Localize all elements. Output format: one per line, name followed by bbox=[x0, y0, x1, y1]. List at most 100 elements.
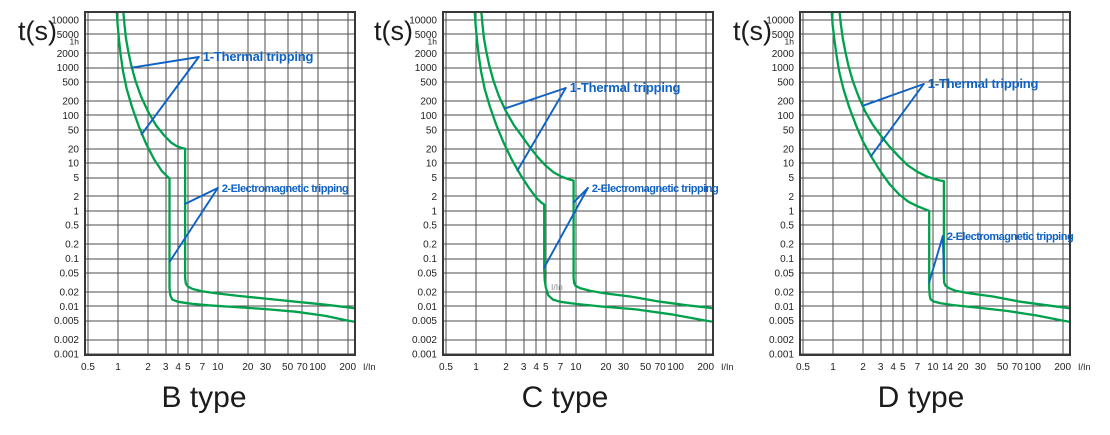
svg-text:2: 2 bbox=[860, 362, 866, 373]
svg-text:30: 30 bbox=[618, 362, 630, 373]
svg-text:500: 500 bbox=[420, 78, 437, 89]
chart-b-type: 1000050001h200010005002001005020105210.5… bbox=[18, 11, 376, 373]
svg-text:200: 200 bbox=[697, 362, 714, 373]
svg-text:0.5: 0.5 bbox=[423, 221, 437, 232]
svg-text:5000: 5000 bbox=[772, 30, 795, 41]
svg-text:10: 10 bbox=[570, 362, 582, 373]
electromagnetic-tripping-annotation: 2-Electromagnetic tripping bbox=[928, 231, 1074, 284]
svg-text:1: 1 bbox=[788, 206, 794, 217]
grid bbox=[800, 12, 1070, 355]
svg-text:1000: 1000 bbox=[415, 63, 438, 74]
svg-text:0.5: 0.5 bbox=[81, 362, 95, 373]
svg-text:1h: 1h bbox=[70, 37, 80, 47]
svg-text:0.002: 0.002 bbox=[412, 335, 437, 346]
svg-text:100: 100 bbox=[667, 362, 684, 373]
svg-text:0.02: 0.02 bbox=[775, 287, 795, 298]
annotation-leader-line bbox=[941, 235, 945, 274]
trip-curves bbox=[830, 13, 1069, 323]
svg-text:0.2: 0.2 bbox=[780, 240, 794, 251]
svg-text:0.01: 0.01 bbox=[775, 302, 795, 313]
annotation-leader-line bbox=[543, 187, 589, 269]
annotation-leader-line bbox=[516, 87, 567, 172]
chart-title-c: C type bbox=[521, 381, 609, 414]
annotation-leader-line bbox=[870, 83, 925, 158]
svg-text:200: 200 bbox=[420, 97, 437, 108]
svg-text:0.02: 0.02 bbox=[60, 287, 80, 298]
svg-text:1h: 1h bbox=[428, 37, 438, 47]
x-axis-unit-label: I/In bbox=[1078, 362, 1091, 372]
svg-text:50: 50 bbox=[282, 362, 294, 373]
x-tick-labels: 0.5 1 2 3 4 5 7 10 14 20 30 50 70 100 200 bbox=[796, 362, 1071, 373]
x-axis-unit-label: I/In bbox=[363, 362, 376, 372]
svg-text:4: 4 bbox=[175, 362, 181, 373]
svg-text:100: 100 bbox=[62, 111, 79, 122]
trip-curves bbox=[473, 13, 712, 323]
svg-text:0.001: 0.001 bbox=[54, 349, 79, 360]
svg-text:0.005: 0.005 bbox=[54, 316, 79, 327]
svg-text:100: 100 bbox=[1024, 362, 1041, 373]
electromagnetic-tripping-annotation: 2-Electromagnetic tripping bbox=[168, 183, 349, 263]
thermal-tripping-annotation: 1-Thermal tripping bbox=[504, 80, 681, 172]
svg-text:0.2: 0.2 bbox=[65, 240, 79, 251]
annotation-leader-line bbox=[184, 187, 219, 205]
svg-text:4: 4 bbox=[533, 362, 539, 373]
svg-text:2: 2 bbox=[503, 362, 509, 373]
annotation-label: 1-Thermal tripping bbox=[928, 76, 1039, 91]
svg-text:70: 70 bbox=[655, 362, 667, 373]
svg-text:100: 100 bbox=[420, 111, 437, 122]
annotation-leader-line bbox=[140, 56, 200, 136]
svg-text:10000: 10000 bbox=[51, 16, 79, 27]
annotation-label: 1-Thermal tripping bbox=[203, 49, 314, 64]
chart-title-d: D type bbox=[877, 381, 965, 414]
svg-text:70: 70 bbox=[1012, 362, 1024, 373]
chart-d-type: 1000050001h200010005002001005020105210.5… bbox=[733, 11, 1091, 373]
svg-text:10: 10 bbox=[212, 362, 224, 373]
svg-text:2: 2 bbox=[431, 192, 437, 203]
svg-text:0.02: 0.02 bbox=[418, 287, 438, 298]
annotation-label: 2-Electromagnetic tripping bbox=[592, 183, 718, 195]
chart-title-b: B type bbox=[161, 381, 247, 414]
y-axis-unit-label: t(s) bbox=[374, 16, 413, 46]
svg-text:0.5: 0.5 bbox=[439, 362, 453, 373]
svg-text:20: 20 bbox=[957, 362, 969, 373]
svg-text:30: 30 bbox=[260, 362, 272, 373]
svg-text:0.01: 0.01 bbox=[60, 302, 80, 313]
svg-text:200: 200 bbox=[1054, 362, 1071, 373]
annotation-label: 1-Thermal tripping bbox=[570, 80, 681, 95]
svg-text:20: 20 bbox=[426, 144, 438, 155]
svg-text:30: 30 bbox=[975, 362, 987, 373]
svg-text:2: 2 bbox=[145, 362, 151, 373]
annotation-leader-line bbox=[168, 187, 219, 263]
svg-text:0.5: 0.5 bbox=[796, 362, 810, 373]
svg-text:1: 1 bbox=[830, 362, 836, 373]
svg-text:1000: 1000 bbox=[772, 63, 795, 74]
svg-text:1: 1 bbox=[431, 206, 437, 217]
plot-frame bbox=[442, 11, 714, 356]
svg-text:10: 10 bbox=[68, 159, 80, 170]
svg-text:10000: 10000 bbox=[766, 16, 794, 27]
inner-axis-unit-label: I/In bbox=[551, 282, 563, 292]
svg-text:0.1: 0.1 bbox=[423, 254, 437, 265]
svg-text:0.05: 0.05 bbox=[418, 268, 438, 279]
svg-text:1: 1 bbox=[473, 362, 479, 373]
svg-text:200: 200 bbox=[777, 97, 794, 108]
svg-text:100: 100 bbox=[777, 111, 794, 122]
svg-text:0.005: 0.005 bbox=[769, 316, 794, 327]
svg-text:0.002: 0.002 bbox=[54, 335, 79, 346]
svg-text:0.002: 0.002 bbox=[769, 335, 794, 346]
svg-text:5: 5 bbox=[431, 173, 437, 184]
svg-text:50: 50 bbox=[640, 362, 652, 373]
svg-text:0.5: 0.5 bbox=[780, 221, 794, 232]
svg-text:0.001: 0.001 bbox=[769, 349, 794, 360]
svg-text:0.005: 0.005 bbox=[412, 316, 437, 327]
svg-text:5: 5 bbox=[900, 362, 906, 373]
svg-text:70: 70 bbox=[297, 362, 309, 373]
svg-text:5: 5 bbox=[185, 362, 191, 373]
svg-text:5: 5 bbox=[788, 173, 794, 184]
svg-text:10: 10 bbox=[783, 159, 795, 170]
